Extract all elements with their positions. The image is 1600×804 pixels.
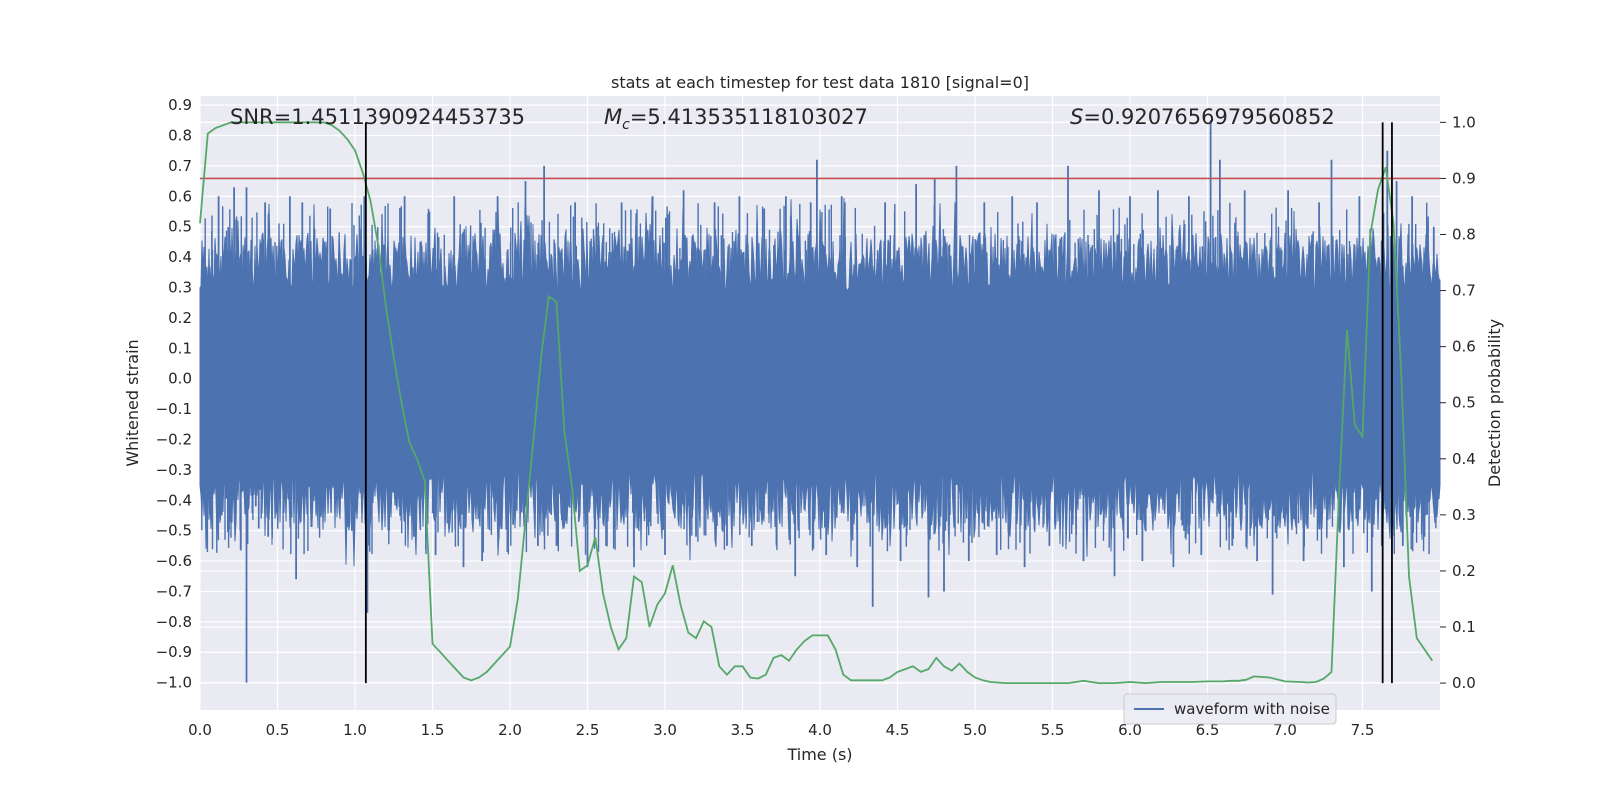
x-tick-label: 6.0 xyxy=(1118,721,1142,739)
y-tick-label: 0.3 xyxy=(168,278,192,296)
y-axis-ticks: 0.9 0.8 0.7 0.6 0.5 0.4 0.3 0.2 0.1 0.0 −0.1 −0.2 −0… xyxy=(156,96,192,692)
right-tick-label: 0.3 xyxy=(1452,506,1476,524)
x-tick-label: 4.5 xyxy=(886,721,910,739)
y-tick-label: 0.9 xyxy=(168,96,192,114)
y-tick-label: −0.9 xyxy=(156,643,192,661)
chirp-mass-annotation: Mc=5.413535118103027 xyxy=(604,105,868,133)
y-tick-label: 0.7 xyxy=(168,157,192,175)
x-tick-label: 2.5 xyxy=(576,721,600,739)
y-tick-label: −0.2 xyxy=(156,430,192,448)
y-tick-label: 0.6 xyxy=(168,187,192,205)
y-tick-label: −0.6 xyxy=(156,552,192,570)
x-axis-ticks: 0.0 0.5 1.0 1.5 2.0 2.5 3.0 3.5 4.0 4.5 5.0 5.5 6.0 6… xyxy=(188,721,1374,739)
x-tick-label: 0.5 xyxy=(266,721,290,739)
y-tick-label: −0.7 xyxy=(156,582,192,600)
waveform-series xyxy=(199,120,1441,683)
score-annotation: S=0.9207656979560852 xyxy=(1070,105,1335,129)
x-tick-label: 7.0 xyxy=(1273,721,1297,739)
right-tick-label: 1.0 xyxy=(1452,113,1476,131)
right-axis-ticks: 0.0 0.1 0.2 0.3 0.4 0.5 0.6 0.7 0.8 0.9 1.0 xyxy=(1440,113,1476,692)
y-tick-label: −1.0 xyxy=(156,674,192,692)
right-tick-label: 0.6 xyxy=(1452,338,1476,356)
score-value: =0.9207656979560852 xyxy=(1083,105,1334,129)
x-tick-label: 6.5 xyxy=(1196,721,1220,739)
y-tick-label: 0.5 xyxy=(168,218,192,236)
y-axis-label: Whitened strain xyxy=(123,339,142,466)
right-tick-label: 0.5 xyxy=(1452,394,1476,412)
right-tick-label: 0.4 xyxy=(1452,450,1476,468)
y-tick-label: 0.8 xyxy=(168,127,192,145)
score-symbol: S xyxy=(1070,105,1083,129)
x-axis-label: Time (s) xyxy=(786,745,852,764)
detection-probability-line xyxy=(199,121,1434,685)
y-tick-label: 0.0 xyxy=(168,370,192,388)
chirp-mass-symbol: M xyxy=(604,105,622,129)
chart-title: stats at each timestep for test data 181… xyxy=(611,73,1029,92)
x-tick-label: 5.0 xyxy=(963,721,987,739)
x-tick-label: 0.0 xyxy=(188,721,212,739)
chirp-mass-value: =5.413535118103027 xyxy=(630,105,868,129)
y-tick-label: −0.4 xyxy=(156,491,192,509)
x-tick-label: 1.5 xyxy=(421,721,445,739)
x-tick-label: 3.5 xyxy=(731,721,755,739)
right-tick-label: 0.0 xyxy=(1452,674,1476,692)
overlay xyxy=(199,121,1440,685)
legend-box xyxy=(1123,693,1337,725)
x-tick-label: 4.0 xyxy=(808,721,832,739)
right-tick-label: 0.8 xyxy=(1452,226,1476,244)
snr-annotation: SNR=1.4511390924453735 xyxy=(230,105,525,129)
y-tick-label: 0.4 xyxy=(168,248,192,266)
right-tick-label: 0.1 xyxy=(1452,618,1476,636)
y-tick-label: −0.8 xyxy=(156,613,192,631)
legend: waveform with noise xyxy=(1123,693,1337,725)
y-tick-label: −0.1 xyxy=(156,400,192,418)
right-tick-label: 0.7 xyxy=(1452,282,1476,300)
right-axis-label: Detection probability xyxy=(1485,319,1504,487)
y-tick-label: −0.5 xyxy=(156,522,192,540)
right-tick-label: 0.9 xyxy=(1452,169,1476,187)
chirp-mass-subscript: c xyxy=(622,117,630,133)
x-tick-label: 7.5 xyxy=(1351,721,1375,739)
right-tick-label: 0.2 xyxy=(1452,562,1476,580)
y-tick-label: 0.2 xyxy=(168,309,192,327)
y-tick-label: −0.3 xyxy=(156,461,192,479)
x-tick-label: 5.5 xyxy=(1041,721,1065,739)
x-tick-label: 2.0 xyxy=(498,721,522,739)
y-tick-label: 0.1 xyxy=(168,339,192,357)
x-tick-label: 1.0 xyxy=(343,721,367,739)
legend-waveform-label: waveform with noise xyxy=(1174,700,1330,718)
x-tick-label: 3.0 xyxy=(653,721,677,739)
